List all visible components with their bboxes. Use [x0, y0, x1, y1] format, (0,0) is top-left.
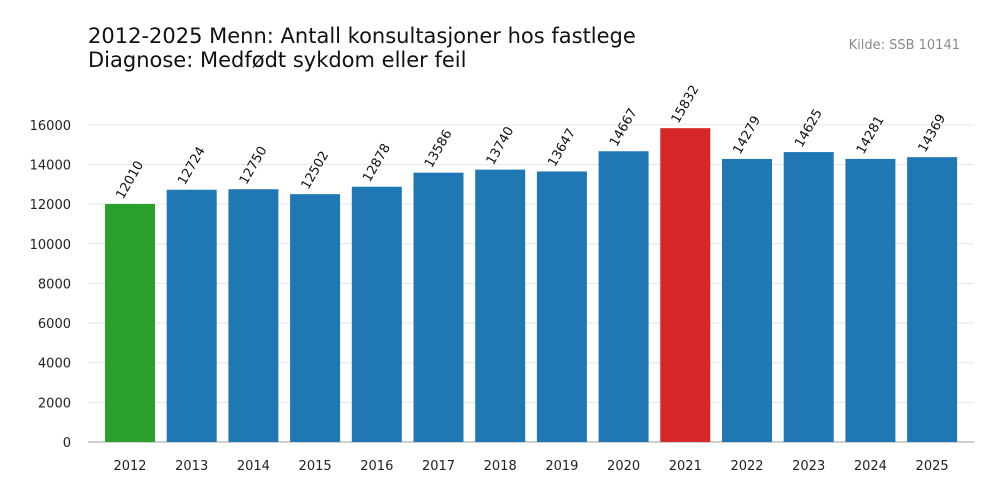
y-tick-label: 6000 [38, 317, 71, 332]
chart-title: 2012-2025 Menn: Antall konsultasjoner ho… [88, 24, 636, 72]
x-tick-label: 2022 [730, 459, 763, 474]
x-tick-label: 2025 [916, 459, 949, 474]
bar [166, 189, 217, 442]
bar [351, 186, 402, 442]
data-label: 14281 [854, 114, 888, 157]
data-label: 13740 [484, 124, 518, 167]
bar [105, 203, 155, 442]
data-label: 14279 [730, 114, 764, 157]
data-label: 12502 [299, 149, 333, 192]
chart-source: Kilde: SSB 10141 [848, 38, 960, 53]
data-label: 15832 [669, 83, 703, 126]
bar [845, 158, 896, 442]
data-label: 13647 [545, 126, 579, 169]
y-tick-label: 10000 [30, 238, 71, 253]
x-axis: 2012 2013 2014 2015 2016 2017 2018 2019 2020 2021… [113, 459, 948, 474]
data-label: 14667 [607, 106, 641, 149]
bar [783, 152, 834, 443]
data-label: 12010 [113, 159, 147, 202]
y-tick-label: 12000 [30, 198, 71, 213]
x-tick-label: 2013 [175, 459, 208, 474]
data-label: 14625 [792, 107, 826, 150]
y-tick-label: 14000 [30, 158, 71, 173]
bar [598, 151, 649, 442]
x-tick-label: 2018 [484, 459, 517, 474]
bar [907, 157, 958, 442]
x-tick-label: 2014 [237, 459, 270, 474]
x-tick-label: 2023 [792, 459, 825, 474]
chart-title-line1: 2012-2025 Menn: Antall konsultasjoner ho… [88, 24, 636, 48]
y-tick-label: 8000 [38, 277, 71, 292]
y-axis: 0 2000 4000 6000 8000 10000 12000 14000 16000 [30, 119, 71, 451]
bar [660, 128, 711, 443]
y-tick-label: 0 [63, 436, 71, 451]
x-tick-label: 2015 [299, 459, 332, 474]
y-tick-label: 2000 [38, 396, 71, 411]
x-tick-label: 2019 [545, 459, 578, 474]
bar [536, 171, 587, 442]
x-tick-label: 2021 [669, 459, 702, 474]
x-tick-label: 2017 [422, 459, 455, 474]
x-tick-label: 2024 [854, 459, 887, 474]
data-label: 12724 [175, 144, 209, 187]
data-label: 14369 [916, 112, 950, 155]
x-tick-label: 2016 [360, 459, 393, 474]
bar [290, 194, 341, 442]
x-tick-label: 2020 [607, 459, 640, 474]
y-tick-label: 16000 [30, 119, 71, 134]
bar [228, 189, 279, 442]
chart-title-line2: Diagnose: Medfødt sykdom eller feil [88, 48, 467, 72]
gridlines [88, 124, 974, 443]
data-label: 12878 [360, 141, 394, 184]
x-tick-label: 2012 [113, 459, 146, 474]
data-label: 12750 [237, 144, 271, 187]
bar [413, 172, 464, 442]
y-tick-label: 4000 [38, 357, 71, 372]
bar [722, 158, 772, 442]
bar [475, 169, 526, 443]
bars [105, 128, 958, 443]
